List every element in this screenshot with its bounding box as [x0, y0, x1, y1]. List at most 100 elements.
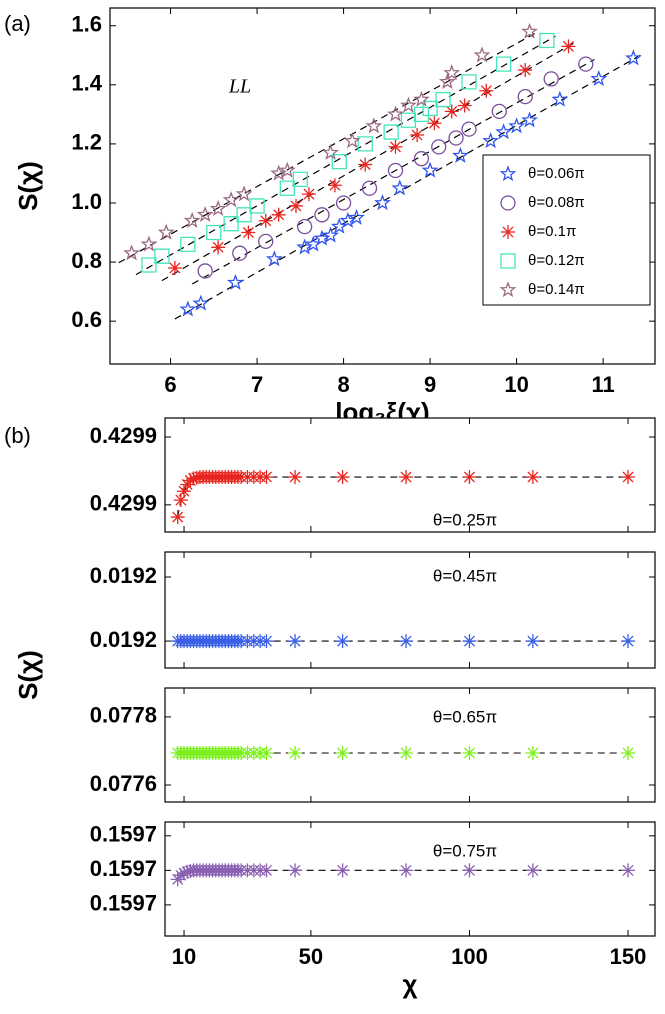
data-point [495, 56, 512, 72]
data-point [265, 250, 283, 267]
legend-label: θ=0.06π [528, 165, 585, 182]
y-tick-label: 1.0 [71, 189, 102, 214]
data-point [177, 484, 192, 499]
data-point [180, 864, 195, 879]
y-tick-label: 0.0192 [90, 627, 157, 652]
data-point [590, 70, 608, 87]
data-point [288, 634, 303, 649]
data-point [343, 132, 361, 149]
y-tick-label: 0.8 [71, 248, 102, 273]
data-point [525, 863, 540, 878]
data-point [399, 470, 414, 485]
plot-area [164, 551, 656, 669]
data-point [399, 634, 414, 649]
legend-marker [500, 253, 516, 269]
data-point [196, 205, 214, 222]
data-point [461, 121, 477, 137]
legend-label: θ=0.1π [528, 223, 576, 240]
data-point [473, 46, 491, 63]
plot-area [164, 417, 656, 533]
data-point [621, 863, 636, 878]
data-point [183, 473, 198, 488]
data-point [206, 224, 222, 241]
data-point [521, 22, 538, 39]
data-point [391, 179, 409, 196]
data-point [374, 194, 391, 211]
x-tick-label: 11 [591, 372, 614, 397]
data-point [259, 634, 274, 649]
data-point [292, 171, 308, 188]
data-point [400, 112, 417, 128]
data-point [259, 470, 274, 485]
data-point [288, 470, 303, 485]
data-point [462, 745, 477, 760]
y-tick-label: 0.6 [71, 307, 102, 332]
data-point [448, 130, 464, 146]
data-point [462, 470, 477, 485]
data-point [521, 111, 538, 128]
data-point [427, 116, 442, 131]
legend-label: θ=0.08π [528, 194, 585, 211]
data-point [186, 471, 201, 486]
data-point [482, 132, 500, 149]
data-point [179, 300, 197, 317]
data-point [400, 96, 417, 113]
data-point [462, 634, 477, 649]
x-tick-label: 10 [504, 372, 528, 397]
data-point [167, 260, 182, 275]
data-point [539, 32, 555, 49]
data-point [197, 263, 213, 279]
data-point [154, 248, 170, 264]
data-point [457, 98, 472, 113]
x-tick-label: 9 [424, 372, 436, 397]
x-tick-label: 7 [251, 372, 263, 397]
data-point [259, 863, 274, 878]
data-point [451, 146, 469, 163]
data-point [322, 226, 340, 243]
data-point [177, 866, 192, 881]
data-point [387, 162, 404, 179]
data-point [335, 863, 350, 878]
x-tick-label: 50 [299, 944, 323, 969]
data-point [399, 745, 414, 760]
y-tick-label: 0.4299 [90, 491, 157, 516]
y-axis-label: S(χ) [13, 650, 43, 700]
data-point [388, 139, 403, 154]
data-point [410, 128, 425, 143]
data-point [227, 273, 244, 290]
y-tick-label: 0.4299 [90, 423, 157, 448]
panel-label: (a) [4, 11, 31, 36]
data-point [361, 180, 378, 196]
data-point [209, 200, 227, 217]
y-tick-label: 1.2 [71, 130, 102, 155]
data-point [141, 257, 157, 273]
data-point [525, 634, 540, 649]
data-point [348, 208, 365, 225]
data-point [322, 143, 340, 160]
data-point [279, 180, 295, 196]
data-point [331, 153, 347, 170]
data-point [123, 244, 141, 261]
data-point [211, 240, 226, 255]
data-point [259, 745, 274, 760]
data-point [288, 198, 303, 213]
legend-label: θ=0.14π [528, 281, 585, 298]
data-point [525, 470, 540, 485]
data-point [173, 493, 188, 508]
data-point [561, 39, 576, 54]
data-point [183, 211, 201, 228]
legend-label: θ=0.12π [528, 252, 585, 269]
y-tick-label: 0.1597 [90, 822, 157, 847]
y-tick-label: 0.0776 [90, 771, 157, 796]
data-point [189, 470, 204, 485]
data-point [421, 161, 439, 178]
annotation: θ=0.25π [433, 510, 497, 529]
data-point [301, 187, 316, 202]
data-point [258, 213, 273, 228]
y-tick-label: 0.0192 [90, 563, 157, 588]
annotation: θ=0.45π [433, 566, 497, 585]
legend-marker [500, 195, 516, 211]
data-point [314, 207, 330, 223]
annotation: θ=0.75π [433, 841, 497, 860]
data-point [517, 88, 533, 105]
